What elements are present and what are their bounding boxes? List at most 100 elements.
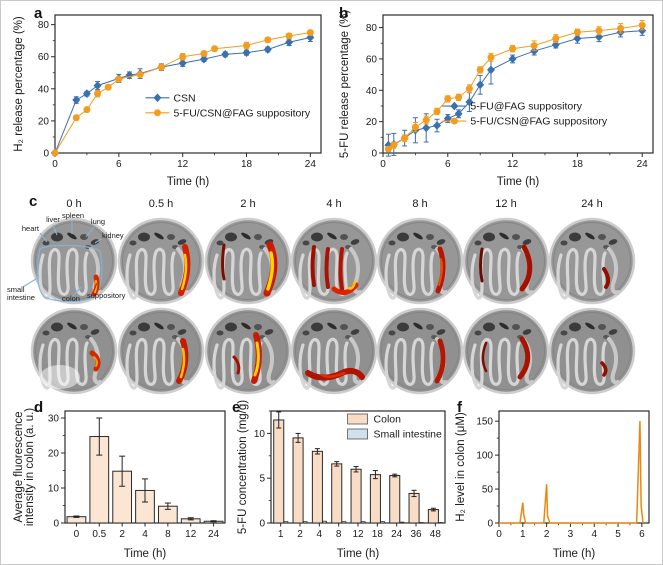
y-tick-label: 40 [366,86,378,97]
x-tick-label: 0 [380,159,386,170]
x-tick-label: 18 [372,529,384,540]
x-tick-label: 12 [185,529,197,540]
timepoint-label: 0 h [66,198,81,210]
timepoint-label: 12 h [495,198,516,210]
x-axis-label: Time (h) [167,176,210,188]
legend-label: Colon [374,414,402,426]
fluorescence-signal [481,341,488,373]
y-tick-label: 20 [48,449,60,460]
bar-colon [408,492,420,524]
x-tick-label: 48 [430,529,442,540]
fluorescence-signal [435,246,446,294]
x-axis-label: Time (h) [124,548,167,560]
x-tick-label: 6 [445,159,451,170]
h2-release-chart: 0 6 12 18 24 0 20 40 60 80 Time (h) H₂ release perc… [13,14,322,188]
legend-label: 5-FU@FAG suppository [470,101,582,113]
x-tick-label: 12 [507,159,519,170]
fluorescence-signal [320,371,346,378]
petri-dish-image [548,217,636,305]
bar-small-intestine [380,521,385,524]
fluorescence-signal [324,247,330,289]
petri-dish-image [204,217,292,305]
x-tick-label: 24 [391,529,403,540]
petri-dish-image [117,217,205,305]
x-tick-label: 6 [639,529,645,540]
organ-label: heart [22,224,40,233]
x-tick-label: 2 [119,529,125,540]
x-axis-label: Time (h) [497,176,540,188]
timepoint-label: 24 h [581,198,602,210]
organ-label: liver [46,215,60,224]
fluorescence-signal [89,350,101,372]
bar-colon [350,468,362,524]
y-tick-label: 60 [366,54,378,65]
y-axis-label: 5-FU concentration (mg/g) [237,400,249,534]
y-tick-label: 0 [371,149,377,160]
organ-label: suppository [87,291,126,300]
panel-label-a: a [34,5,43,22]
timepoint-label: 0.5 h [149,198,173,210]
panel-label-b: b [339,5,349,22]
fluorescence-signal [602,267,611,289]
petri-dish-image [548,307,636,395]
plot-frame [54,14,322,154]
y-tick-label: 10 [254,429,266,440]
panel-label-d: d [34,399,44,416]
fluorescence-signal [434,338,446,384]
legend-label: Small intestine [374,429,442,441]
x-tick-label: 4 [317,529,323,540]
panel-label-c: c [29,193,38,210]
bar-small-intestine [399,521,405,524]
x-tick-label: 24 [208,529,220,540]
x-tick-label: 18 [572,159,584,170]
y-tick-label: 80 [38,20,50,31]
petri-dish-image [30,307,118,395]
x-tick-label: 36 [410,529,422,540]
y-tick-label: 0 [487,519,493,530]
bar-small-intestine [283,521,289,524]
y-tick-label: 20 [366,117,378,128]
fluorescence-signal [253,341,260,377]
y-tick-label: 10 [48,484,60,495]
panel-label-f: f [457,399,462,416]
fluorescence-signal [310,245,316,287]
organ-label: colon [62,294,80,303]
5fu-release-chart: 0 6 12 18 24 0 20 40 60 80 Time (h) 5-FU release pe… [339,10,654,188]
petri-dish-image [117,307,205,395]
legend-label: 5-FU/CSN@FAG suppository [173,107,310,119]
x-tick-label: 0 [496,529,502,540]
x-tick-label: 0 [74,529,80,540]
timepoint-label: 2 h [240,198,255,210]
petri-dish-image [290,307,378,395]
panel-label-e: e [232,399,241,416]
organ-label: intestine [7,293,35,302]
bar-small-intestine [302,521,308,524]
x-tick-label: 0.5 [92,529,106,540]
x-tick-label: 1 [520,529,526,540]
y-axis-label: H₂ level in colon (μM) [455,412,467,522]
petri-dish-image [376,307,464,395]
petri-dish-image [376,217,464,305]
petri-dish-image [462,217,550,305]
y-tick-label: 5 [259,474,265,485]
fluorescence-signal [600,361,608,377]
fluorescence-signal [93,356,99,367]
bar-colon [427,509,439,524]
x-tick-label: 24 [637,159,649,170]
x-axis-label: Time (h) [553,548,596,560]
fluorescence-signal [180,253,188,291]
y-axis-label: H₂ release percentage (%) [13,16,25,152]
y-axis-label: 5-FU release percentage (%) [339,10,351,158]
x-tick-label: 8 [336,529,342,540]
fluorescence-signal [179,347,186,379]
tissue-outline [36,244,103,303]
fluorescence-signal [519,244,533,292]
y-axis-label: intensity in colon (a. u.) [24,408,36,526]
fluorescence-signal [266,251,275,291]
y-tick-label: 50 [482,485,494,496]
h2-spike-trace [499,421,644,524]
bar-colon [311,450,323,524]
y-axis-label: Average fluorescence [13,411,25,522]
